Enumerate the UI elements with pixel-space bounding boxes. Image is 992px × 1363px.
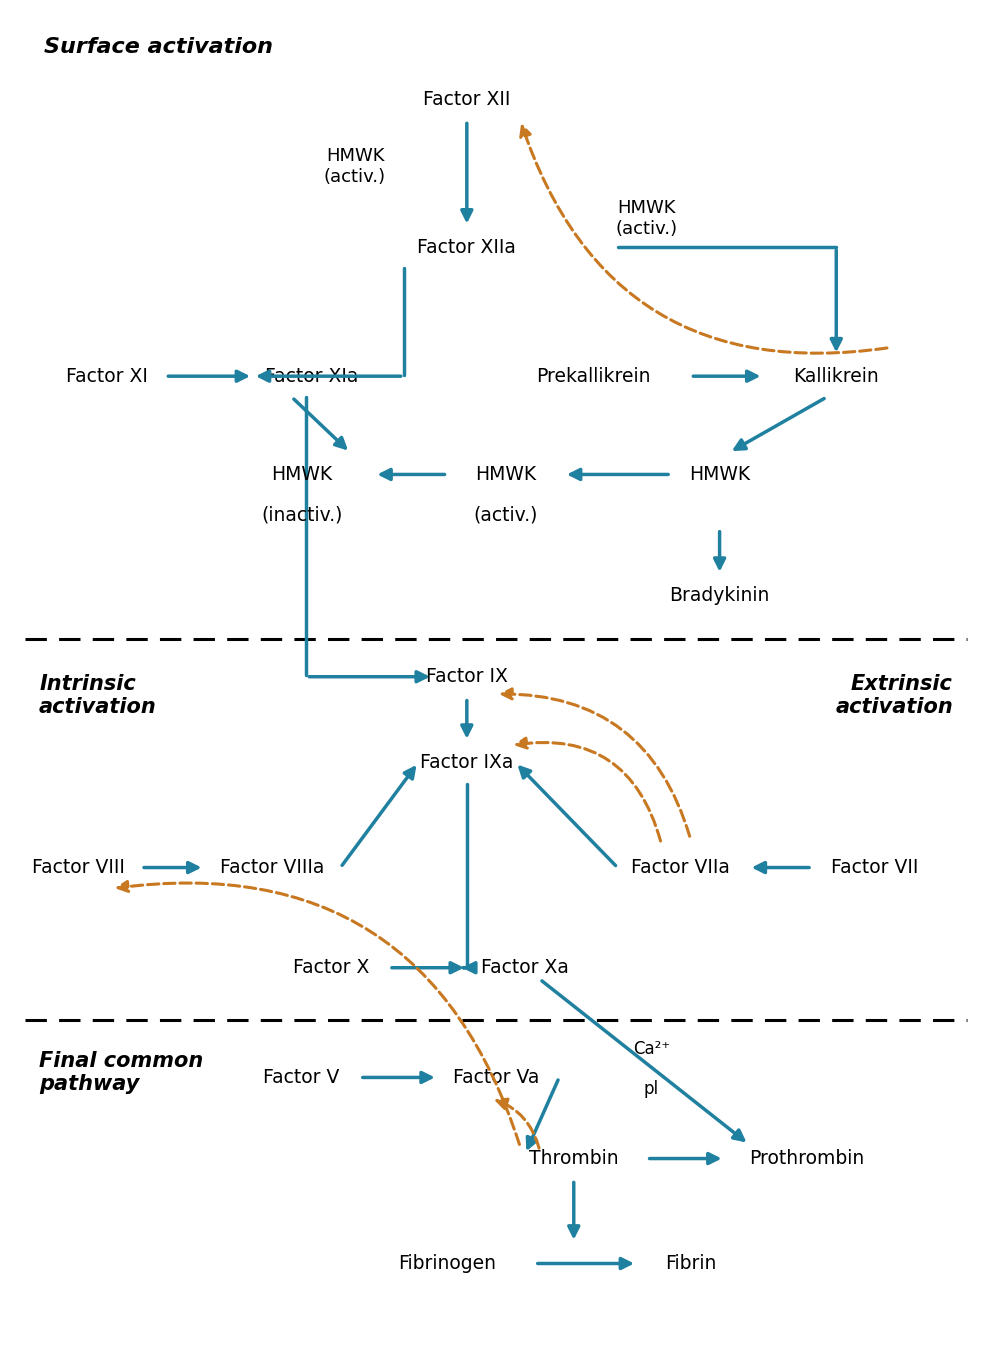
Text: Factor IXa: Factor IXa (421, 754, 514, 771)
Text: HMWK: HMWK (689, 465, 750, 484)
Text: Fibrinogen: Fibrinogen (399, 1254, 496, 1273)
Text: pl: pl (644, 1079, 659, 1099)
Text: Extrinsic
activation: Extrinsic activation (835, 675, 953, 717)
Text: (activ.): (activ.) (473, 506, 538, 523)
Text: HMWK: HMWK (271, 465, 332, 484)
Text: Bradykinin: Bradykinin (670, 586, 770, 605)
Text: Kallikrein: Kallikrein (794, 367, 879, 386)
Text: Prothrombin: Prothrombin (750, 1149, 865, 1168)
Text: Factor VIIa: Factor VIIa (631, 859, 730, 876)
Text: Factor VIIIa: Factor VIIIa (220, 859, 324, 876)
Text: Factor XIa: Factor XIa (265, 367, 358, 386)
Text: Factor Xa: Factor Xa (481, 958, 569, 977)
Text: Thrombin: Thrombin (529, 1149, 619, 1168)
Text: Factor X: Factor X (293, 958, 369, 977)
Text: Ca²⁺: Ca²⁺ (633, 1040, 671, 1058)
Text: Final common
pathway: Final common pathway (39, 1051, 203, 1094)
Text: Surface activation: Surface activation (44, 37, 273, 57)
Text: Fibrin: Fibrin (665, 1254, 716, 1273)
Text: Intrinsic
activation: Intrinsic activation (39, 675, 157, 717)
Text: HMWK
(activ.): HMWK (activ.) (616, 199, 678, 239)
Text: Factor VIII: Factor VIII (32, 859, 124, 876)
Text: HMWK
(activ.): HMWK (activ.) (324, 147, 386, 185)
Text: Factor XI: Factor XI (66, 367, 148, 386)
Text: Factor VII: Factor VII (831, 859, 919, 876)
Text: Factor Va: Factor Va (452, 1069, 540, 1086)
Text: (inactiv.): (inactiv.) (261, 506, 342, 523)
Text: Prekallikrein: Prekallikrein (536, 367, 651, 386)
Text: Factor IX: Factor IX (426, 668, 508, 686)
Text: HMWK: HMWK (475, 465, 537, 484)
Text: Factor V: Factor V (264, 1069, 339, 1086)
Text: Factor XII: Factor XII (424, 90, 511, 109)
Text: Factor XIIa: Factor XIIa (418, 239, 516, 256)
